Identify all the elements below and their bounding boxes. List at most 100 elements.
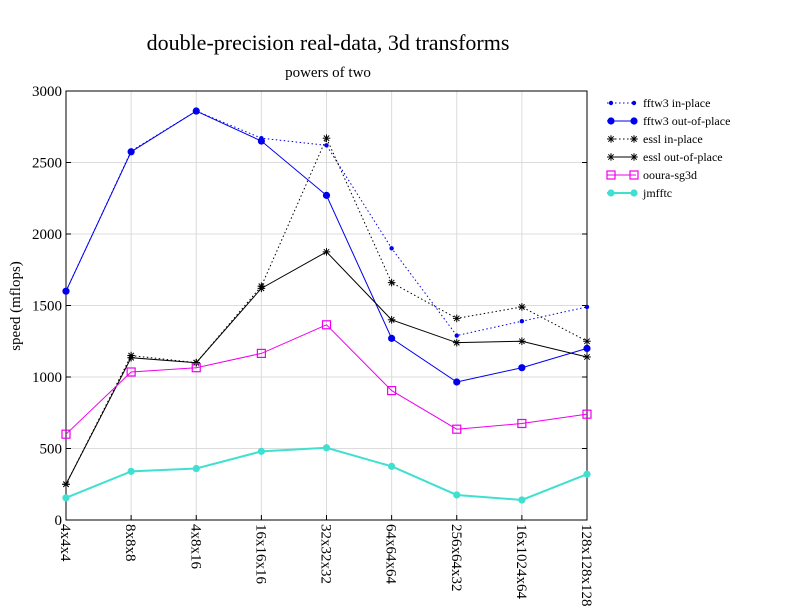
data-point	[62, 480, 70, 489]
data-point	[452, 424, 462, 434]
y-tick-label: 3000	[32, 84, 62, 100]
legend-marker	[607, 117, 615, 125]
series-layer	[61, 107, 592, 504]
chart-subtitle: powers of two	[285, 65, 371, 81]
data-point	[452, 314, 461, 323]
chart-title: double-precision real-data, 3d transform…	[147, 30, 510, 55]
y-tick-label: 0	[55, 513, 63, 529]
data-point	[192, 107, 200, 115]
data-point	[388, 334, 396, 342]
y-tick-label: 1000	[32, 370, 62, 386]
data-point	[517, 418, 527, 429]
data-point	[191, 363, 201, 373]
grid	[66, 91, 587, 520]
data-point	[387, 316, 396, 324]
y-axis-label: speed (mflops)	[8, 261, 24, 351]
legend: fftw3 in-place fftw3 out-of-place essl in-…	[606, 96, 730, 200]
x-tick-label: 32x32x32	[318, 524, 334, 584]
x-tick-label: 256x64x32	[448, 524, 464, 592]
legend-marker	[607, 135, 615, 143]
x-tick-label: 128x128x128	[578, 524, 594, 607]
data-point	[518, 337, 526, 346]
legend-label: fftw3 out-of-place	[643, 114, 730, 128]
y-tick-label: 2500	[32, 156, 62, 172]
legend-label: essl in-place	[643, 132, 703, 146]
x-tick-label: 4x8x16	[187, 524, 203, 570]
data-point	[322, 444, 331, 452]
data-point	[583, 353, 591, 361]
legend-marker	[630, 153, 638, 161]
data-point	[322, 191, 331, 199]
data-point	[324, 143, 329, 148]
data-point	[62, 494, 70, 502]
data-point	[453, 378, 461, 386]
legend-label: fftw3 in-place	[643, 96, 710, 110]
data-point	[518, 303, 526, 311]
data-point	[584, 304, 590, 310]
legend-label: jmfftc	[642, 186, 672, 200]
x-tick-label: 16x1024x64	[513, 524, 529, 600]
y-tick-label: 1500	[32, 299, 62, 315]
data-point	[387, 278, 396, 287]
data-point	[126, 367, 136, 377]
data-point	[389, 246, 394, 251]
data-point	[322, 248, 331, 256]
data-point	[582, 409, 592, 419]
data-point	[518, 496, 526, 504]
legend-marker	[629, 170, 639, 180]
data-point	[583, 344, 591, 352]
data-point	[322, 134, 331, 142]
data-point	[257, 447, 265, 455]
x-tick-label: 8x8x8	[122, 524, 138, 562]
legend-item: jmfftc	[607, 186, 672, 200]
data-point	[62, 287, 70, 295]
data-point	[519, 319, 525, 324]
data-point	[192, 464, 200, 473]
data-point	[257, 137, 265, 145]
data-point	[453, 491, 461, 499]
data-point	[387, 385, 397, 396]
y-tick-label: 2000	[32, 227, 62, 243]
y-tick-label: 500	[40, 442, 63, 458]
data-point	[452, 338, 461, 347]
data-point	[257, 284, 266, 293]
legend-item: ooura-sg3d	[606, 168, 697, 182]
legend-marker	[631, 100, 637, 106]
y-axis: 0 500 1000 1500 2000 2500 3000	[32, 84, 587, 529]
series-line	[65, 324, 588, 435]
legend-marker	[608, 100, 614, 106]
series-5	[62, 444, 591, 504]
legend-item: essl in-place	[607, 132, 703, 146]
x-tick-label: 4x4x4	[57, 524, 73, 562]
legend-marker	[630, 117, 638, 125]
data-point	[454, 333, 459, 338]
legend-item: essl out-of-place	[607, 150, 723, 164]
series-1	[62, 107, 591, 386]
x-tick-label: 16x16x16	[252, 524, 268, 585]
legend-marker	[607, 189, 615, 197]
series-4	[61, 320, 592, 439]
legend-item: fftw3 in-place	[607, 96, 710, 110]
data-point	[388, 462, 396, 470]
x-axis: 4x4x4 8x8x8 4x8x16 16x16x16 32x32x32 64x64x64…	[57, 515, 594, 607]
data-point	[127, 148, 135, 156]
series-line	[65, 136, 588, 485]
legend-marker	[630, 189, 638, 197]
x-tick-label: 64x64x64	[383, 524, 399, 585]
legend-marker	[630, 135, 638, 143]
data-point	[583, 337, 591, 346]
data-point	[518, 364, 526, 372]
series-3	[62, 248, 591, 489]
legend-label: ooura-sg3d	[643, 168, 697, 182]
data-point	[256, 348, 266, 359]
data-point	[127, 467, 135, 475]
legend-label: essl out-of-place	[643, 150, 723, 164]
legend-item: fftw3 out-of-place	[607, 114, 730, 128]
legend-marker	[607, 153, 615, 161]
data-point	[321, 320, 332, 330]
data-point	[127, 353, 135, 362]
data-point	[192, 358, 201, 367]
legend-marker	[606, 170, 616, 180]
data-point	[583, 470, 591, 478]
